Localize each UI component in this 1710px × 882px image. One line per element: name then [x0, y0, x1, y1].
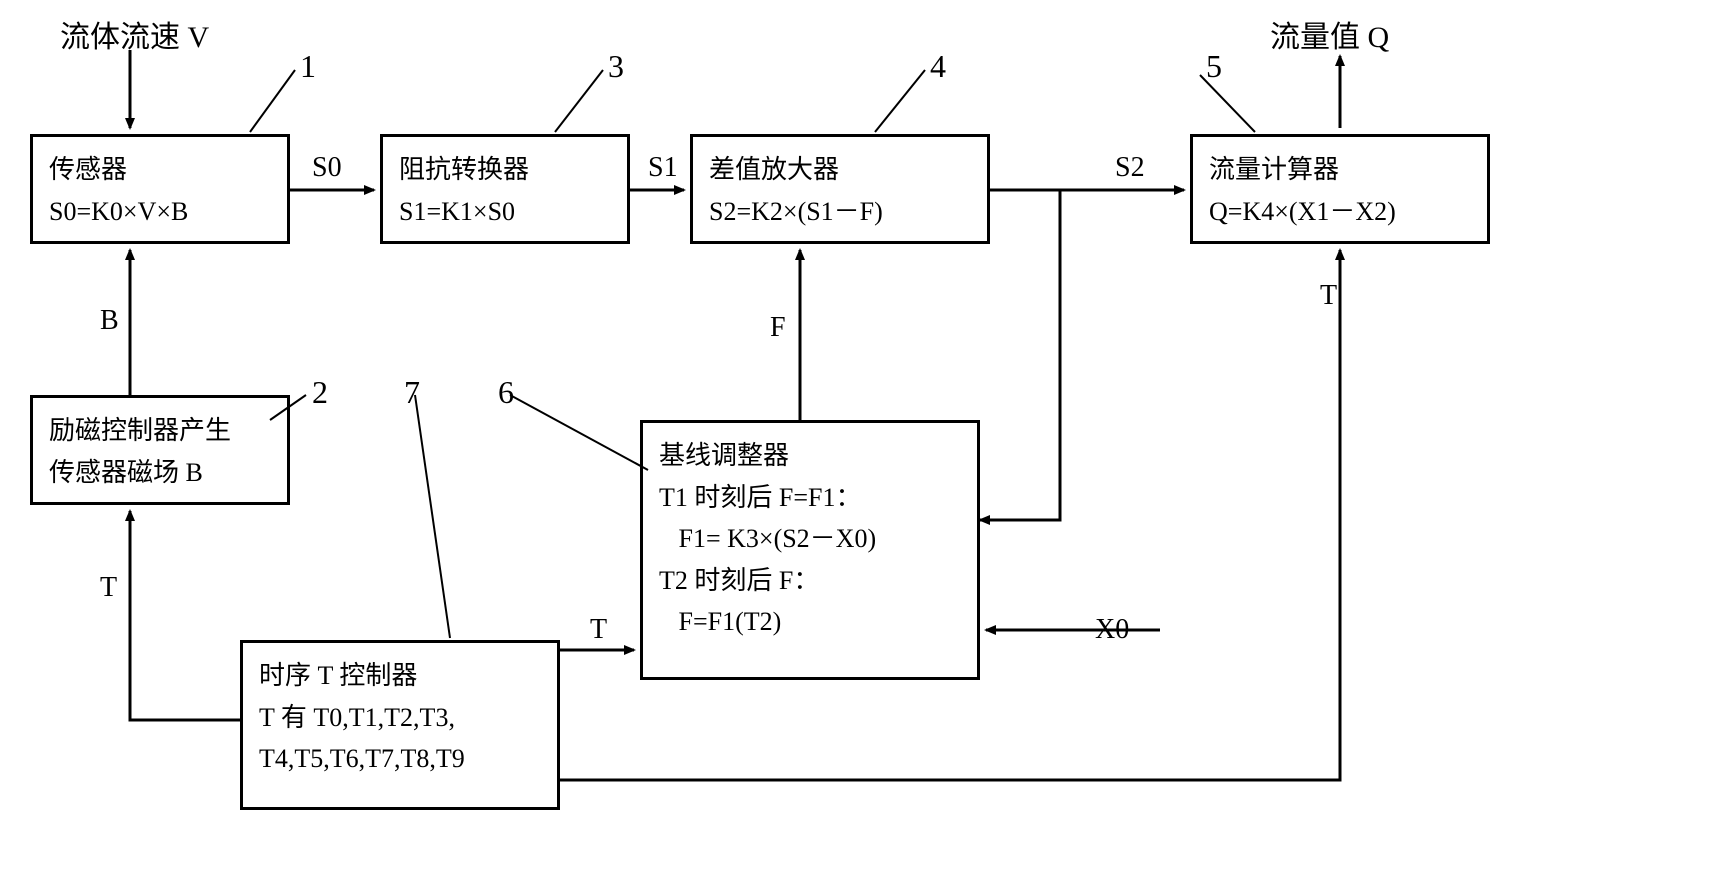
edge-label-t-mid: T: [590, 614, 607, 646]
box-diffamp-eq: S2=K2×(S1－F): [709, 191, 971, 233]
box-baseline-title: 基线调整器: [659, 435, 961, 477]
box-excitation: 励磁控制器产生 传感器磁场 B: [30, 395, 290, 505]
edge-label-s0: S0: [312, 152, 342, 184]
box-diffamp: 差值放大器 S2=K2×(S1－F): [690, 134, 990, 244]
input-label: 流体流速 V: [60, 12, 209, 56]
box-baseline-l3: F1= K3×(S2－X0): [659, 518, 961, 560]
box-timing-title: 时序 T 控制器: [259, 655, 541, 697]
edge-label-s2: S2: [1115, 152, 1145, 184]
box-timing-l3: T4,T5,T6,T7,T8,T9: [259, 738, 541, 780]
edge-label-t-right: T: [1320, 280, 1337, 312]
box-sensor-title: 传感器: [49, 149, 271, 191]
box-baseline: 基线调整器 T1 时刻后 F=F1： F1= K3×(S2－X0) T2 时刻后…: [640, 420, 980, 680]
box-sensor: 传感器 S0=K0×V×B: [30, 134, 290, 244]
box-impedance-title: 阻抗转换器: [399, 149, 611, 191]
num-7: 7: [404, 374, 420, 411]
box-flowcalc-title: 流量计算器: [1209, 149, 1471, 191]
box-timing: 时序 T 控制器 T 有 T0,T1,T2,T3, T4,T5,T6,T7,T8…: [240, 640, 560, 810]
num-6: 6: [498, 374, 514, 411]
edge-label-t-left: T: [100, 572, 117, 604]
num-2: 2: [312, 374, 328, 411]
edge-label-b: B: [100, 305, 119, 337]
output-label: 流量值 Q: [1270, 12, 1389, 56]
box-flowcalc-eq: Q=K4×(X1－X2): [1209, 191, 1471, 233]
box-timing-l2: T 有 T0,T1,T2,T3,: [259, 697, 541, 739]
num-4: 4: [930, 48, 946, 85]
box-impedance: 阻抗转换器 S1=K1×S0: [380, 134, 630, 244]
box-diffamp-title: 差值放大器: [709, 149, 971, 191]
box-baseline-l2: T1 时刻后 F=F1：: [659, 477, 961, 519]
box-flowcalc: 流量计算器 Q=K4×(X1－X2): [1190, 134, 1490, 244]
box-excitation-l1: 励磁控制器产生: [49, 410, 271, 452]
num-3: 3: [608, 48, 624, 85]
num-1: 1: [300, 48, 316, 85]
edge-label-x0: X0: [1095, 614, 1129, 646]
edge-label-s1: S1: [648, 152, 678, 184]
num-5: 5: [1206, 48, 1222, 85]
edge-label-f: F: [770, 312, 786, 344]
box-impedance-eq: S1=K1×S0: [399, 191, 611, 233]
box-excitation-l2: 传感器磁场 B: [49, 452, 271, 494]
box-sensor-eq: S0=K0×V×B: [49, 191, 271, 233]
box-baseline-l4: T2 时刻后 F：: [659, 560, 961, 602]
box-baseline-l5: F=F1(T2): [659, 601, 961, 643]
